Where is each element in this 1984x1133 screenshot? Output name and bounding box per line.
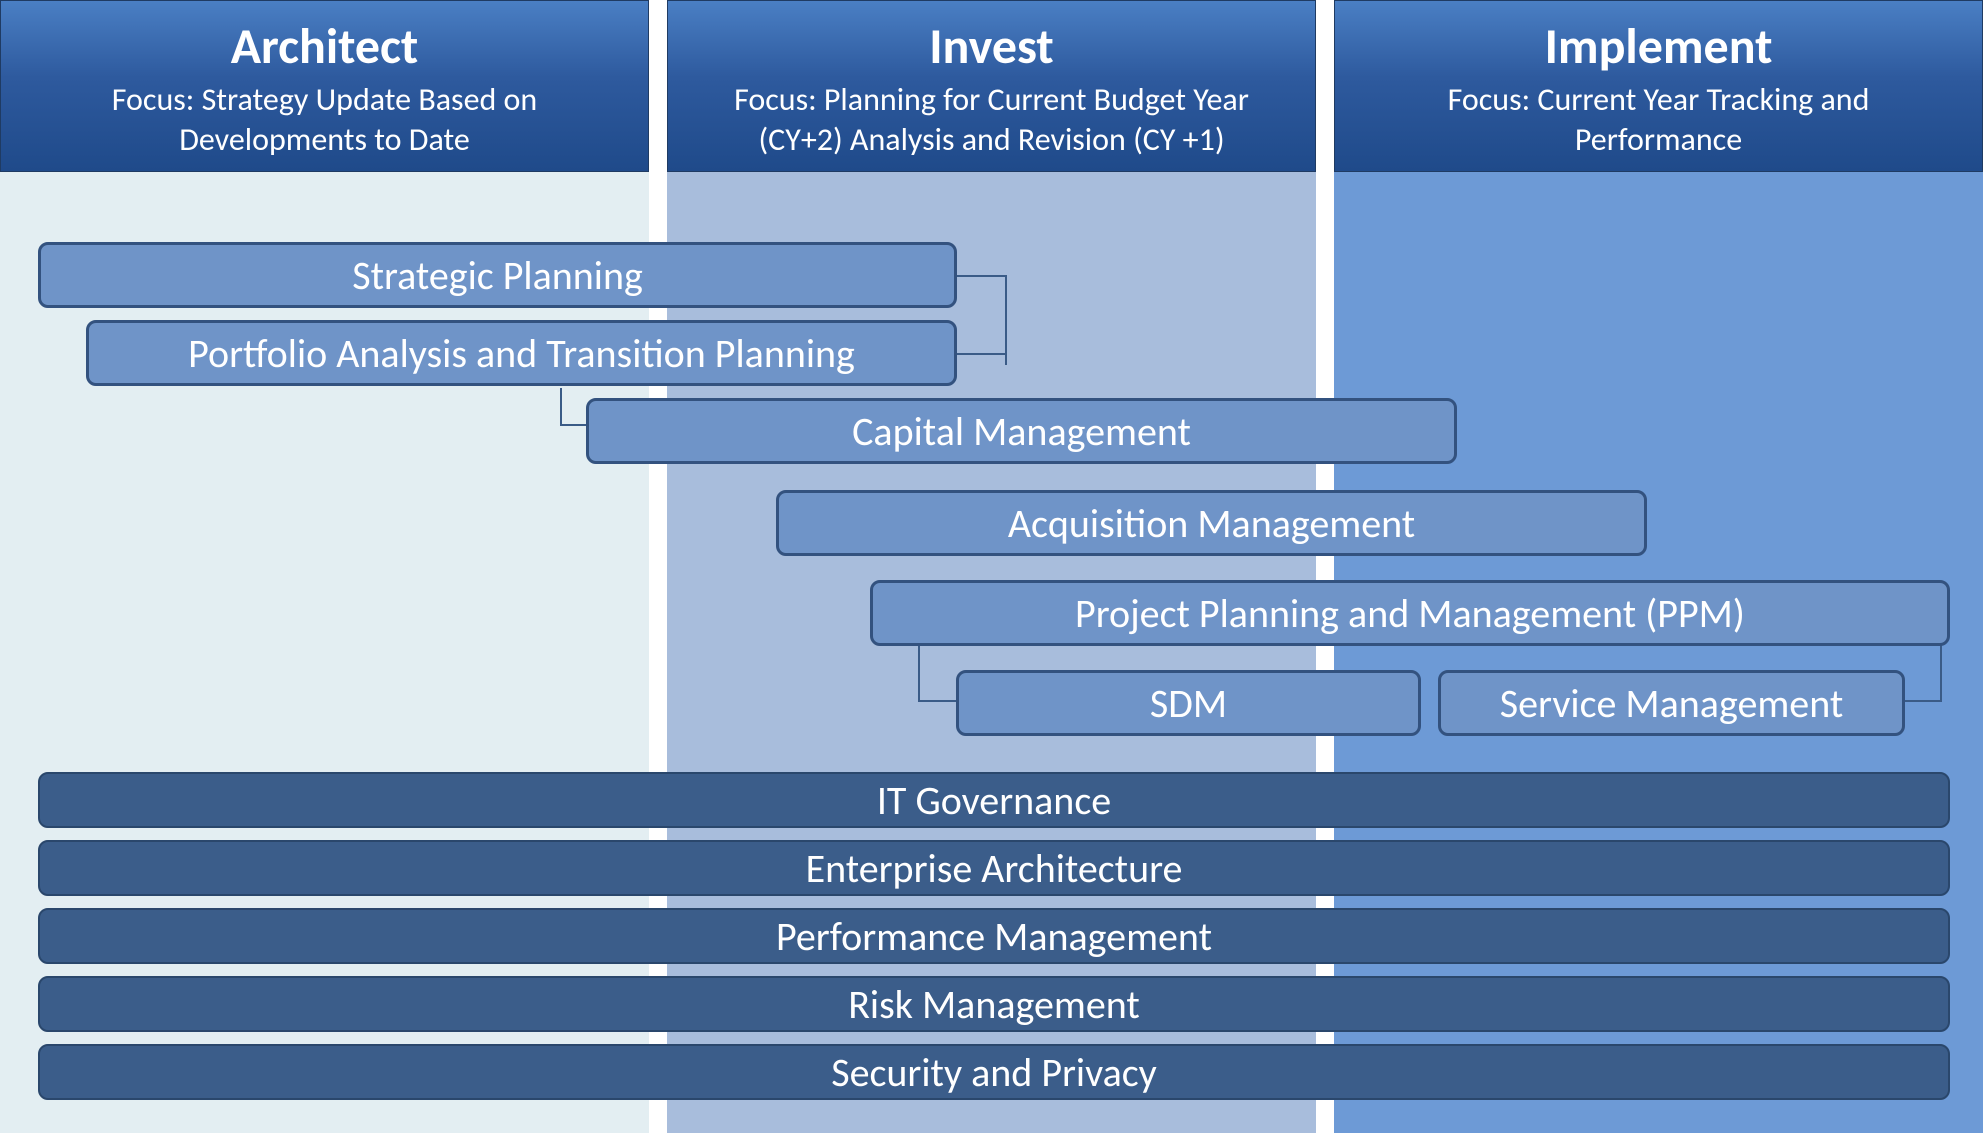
connector xyxy=(1005,275,1007,365)
column-subtitle: Focus: Planning for Current Budget Year … xyxy=(698,80,1285,160)
bar-label: Security and Privacy xyxy=(823,1048,1165,1097)
bar-it-governance: IT Governance xyxy=(38,772,1950,828)
bar-strategic-planning: Strategic Planning xyxy=(38,242,957,308)
column-header-invest: Invest Focus: Planning for Current Budge… xyxy=(667,0,1316,172)
bar-portfolio-analysis: Portfolio Analysis and Transition Planni… xyxy=(86,320,957,386)
connector xyxy=(957,275,1007,277)
bar-capital-management: Capital Management xyxy=(586,398,1457,464)
column-title: Architect xyxy=(31,19,618,74)
bar-label: Service Management xyxy=(1492,679,1852,728)
bar-label: Performance Management xyxy=(768,912,1220,961)
column-header-architect: Architect Focus: Strategy Update Based o… xyxy=(0,0,649,172)
connector xyxy=(1903,700,1942,702)
connector xyxy=(918,700,958,702)
bar-label: IT Governance xyxy=(869,776,1119,825)
bar-label: Risk Management xyxy=(840,980,1148,1029)
column-subtitle: Focus: Current Year Tracking and Perform… xyxy=(1365,80,1952,160)
bar-service-management: Service Management xyxy=(1438,670,1905,736)
bar-ppm: Project Planning and Management (PPM) xyxy=(870,580,1950,646)
bar-label: Strategic Planning xyxy=(344,251,651,300)
bar-security-privacy: Security and Privacy xyxy=(38,1044,1950,1100)
connector xyxy=(957,353,1007,355)
column-header-implement: Implement Focus: Current Year Tracking a… xyxy=(1334,0,1983,172)
column-title: Invest xyxy=(698,19,1285,74)
connector xyxy=(1940,642,1942,702)
connector xyxy=(560,424,588,426)
bar-label: Capital Management xyxy=(844,407,1199,456)
column-title: Implement xyxy=(1365,19,1952,74)
bar-label: Enterprise Architecture xyxy=(798,844,1191,893)
bar-label: SDM xyxy=(1142,679,1235,728)
bar-label: Project Planning and Management (PPM) xyxy=(1067,589,1753,638)
connector xyxy=(560,388,562,426)
bar-sdm: SDM xyxy=(956,670,1421,736)
bar-acquisition-management: Acquisition Management xyxy=(776,490,1647,556)
bar-enterprise-architecture: Enterprise Architecture xyxy=(38,840,1950,896)
bar-label: Acquisition Management xyxy=(1000,499,1423,548)
bar-risk-management: Risk Management xyxy=(38,976,1950,1032)
column-subtitle: Focus: Strategy Update Based on Developm… xyxy=(31,80,618,160)
bar-label: Portfolio Analysis and Transition Planni… xyxy=(180,329,863,378)
diagram-canvas: Architect Focus: Strategy Update Based o… xyxy=(0,0,1984,1133)
bar-performance-management: Performance Management xyxy=(38,908,1950,964)
connector xyxy=(918,642,920,702)
